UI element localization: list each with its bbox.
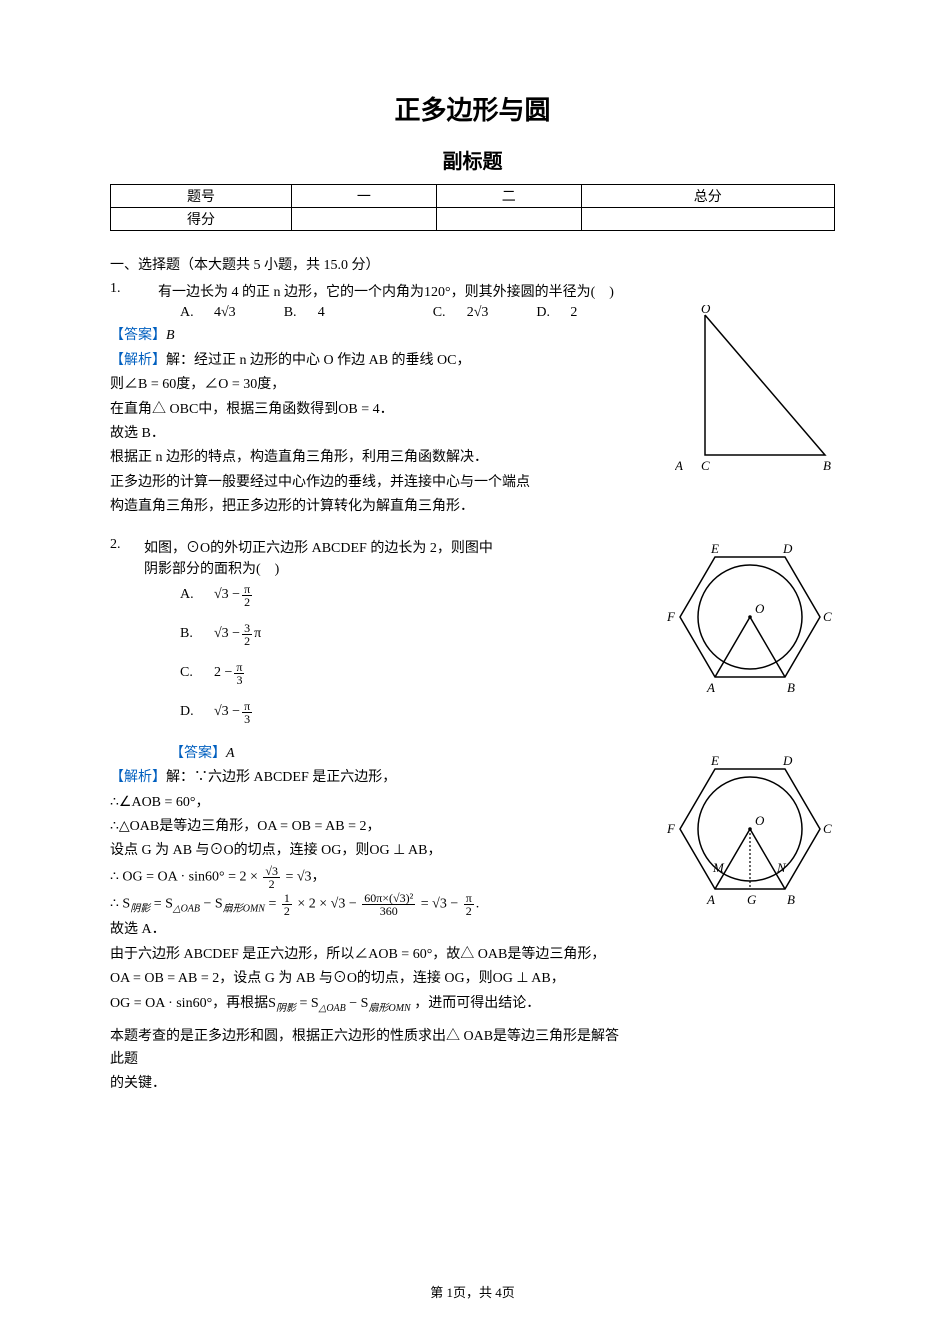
cell: 一 xyxy=(292,185,437,208)
text: 故选 A． xyxy=(110,919,630,941)
text: OA = OB = AB = 2，设点 G 为 AB 与⊙O的切点，连接 OG，… xyxy=(110,968,630,990)
svg-text:C: C xyxy=(701,458,710,473)
text: ∴∠AOB = 60°， xyxy=(110,792,630,814)
svg-text:D: D xyxy=(782,541,793,556)
svg-text:D: D xyxy=(782,753,793,768)
cell: 得分 xyxy=(111,208,292,231)
svg-text:O: O xyxy=(755,813,765,828)
svg-text:A: A xyxy=(675,458,683,473)
solution-body: 【答案】B 【解析】解：经过正 n 边形的中心 O 作边 AB 的垂线 OC， … xyxy=(110,325,590,518)
text: OG = OA · sin60°，再根据S阴影 = S△OAB − S扇形OMN… xyxy=(110,993,630,1017)
answer-label: 【答案】 xyxy=(170,746,226,761)
svg-text:C: C xyxy=(823,609,832,624)
text: 设点 G 为 AB 与⊙O的切点，连接 OG，则OG ⊥ AB， xyxy=(110,840,630,862)
page-title: 正多边形与圆 xyxy=(110,90,835,127)
svg-text:C: C xyxy=(823,821,832,836)
svg-text:A: A xyxy=(706,892,715,907)
text: 本题考查的是正多边形和圆，根据正六边形的性质求出△ OAB是等边三角形是解答此题 xyxy=(110,1026,630,1071)
text: ∴△OAB是等边三角形，OA = OB = AB = 2， xyxy=(110,816,630,838)
text: 根据正 n 边形的特点，构造直角三角形，利用三角函数解决． xyxy=(110,447,590,469)
page: 正多边形与圆 副标题 题号 一 二 总分 得分 一、选择题（本大题共 5 小题，… xyxy=(0,0,945,1337)
text: 构造直角三角形，把正多边形的计算转化为解直角三角形． xyxy=(110,496,590,518)
svg-text:O: O xyxy=(701,305,711,316)
option-a: A.4√3 xyxy=(180,305,236,321)
svg-text:B: B xyxy=(787,680,795,695)
text: 的关键． xyxy=(110,1073,630,1095)
page-subtitle: 副标题 xyxy=(110,145,835,174)
explain-label: 【解析】 xyxy=(110,770,166,785)
svg-text:B: B xyxy=(787,892,795,907)
q-stem: 有一边长为 4 的正 n 边形，它的一个内角为120°，则其外接圆的半径为( ) xyxy=(144,281,614,301)
text: 在直角△ OBC中，根据三角函数得到OB = 4． xyxy=(110,399,590,421)
q-number: 1. xyxy=(110,281,132,297)
svg-text:E: E xyxy=(710,541,719,556)
answer-label: 【答案】 xyxy=(110,328,166,343)
question-block: E D C B A F O 2. 如图，⊙O的外切正六边形 ABCDEF 的边长为 2… xyxy=(110,537,835,725)
text: 正多边形的计算一般要经过中心作边的垂线，并连接中心与一个端点 xyxy=(110,472,590,494)
svg-text:O: O xyxy=(755,601,765,616)
page-footer: 第 1页，共 4页 xyxy=(0,1282,945,1301)
text: 则∠B = 60度，∠O = 30度， xyxy=(110,374,590,396)
solution-body: 【答案】A 【解析】解：∵六边形 ABCDEF 是正六边形， ∴∠AOB = 6… xyxy=(110,743,630,1096)
q-number: 2. xyxy=(110,537,132,553)
option-c: C.2√3 xyxy=(433,305,489,321)
cell: 二 xyxy=(436,185,581,208)
explain-label: 【解析】 xyxy=(110,353,166,368)
triangle-svg: O A C B xyxy=(675,305,835,475)
q-stem: 如图，⊙O的外切正六边形 ABCDEF 的边长为 2，则图中 xyxy=(144,537,493,557)
section-heading: 一、选择题（本大题共 5 小题，共 15.0 分） xyxy=(110,255,835,277)
svg-text:F: F xyxy=(666,821,676,836)
option-d: D.2 xyxy=(536,305,577,321)
solution-block: E D C B A F O G M N 【答案】A 【解析】解：∵六边形 ABCDEF … xyxy=(110,743,835,1096)
cell: 总分 xyxy=(581,185,834,208)
svg-text:B: B xyxy=(823,458,831,473)
svg-text:F: F xyxy=(666,609,676,624)
svg-text:A: A xyxy=(706,680,715,695)
cell: 题号 xyxy=(111,185,292,208)
score-table: 题号 一 二 总分 得分 xyxy=(110,184,835,231)
text: 故选 B． xyxy=(110,423,590,445)
table-row: 得分 xyxy=(111,208,835,231)
option-b: B.4 xyxy=(284,305,325,321)
hexagon-figure-2: E D C B A F O G M N xyxy=(665,749,835,919)
triangle-figure: O A C B xyxy=(675,305,835,480)
text: 由于六边形 ABCDEF 是正六边形，所以∠AOB = 60°，故△ OAB是等… xyxy=(110,944,630,966)
hexagon-figure-1: E D C B A F O xyxy=(665,537,835,707)
solution-block: O A C B 【答案】B 【解析】解：经过正 n 边形的中心 O 作边 AB … xyxy=(110,325,835,518)
table-row: 题号 一 二 总分 xyxy=(111,185,835,208)
question: 1. 有一边长为 4 的正 n 边形，它的一个内角为120°，则其外接圆的半径为… xyxy=(110,281,835,301)
hexagon-svg: E D C B A F O xyxy=(665,537,835,702)
text: ∴ S阴影 = S△OAB − S扇形OMN = 12 × 2 × √3 − 6… xyxy=(110,892,630,918)
text: ∴ OG = OA · sin60° = 2 × √32 = √3， xyxy=(110,865,630,890)
svg-text:G: G xyxy=(747,892,757,907)
cell xyxy=(436,208,581,231)
cell xyxy=(581,208,834,231)
svg-text:N: N xyxy=(776,860,787,875)
svg-text:E: E xyxy=(710,753,719,768)
hexagon-svg-2: E D C B A F O G M N xyxy=(665,749,835,914)
cell xyxy=(292,208,437,231)
svg-text:M: M xyxy=(712,860,725,875)
